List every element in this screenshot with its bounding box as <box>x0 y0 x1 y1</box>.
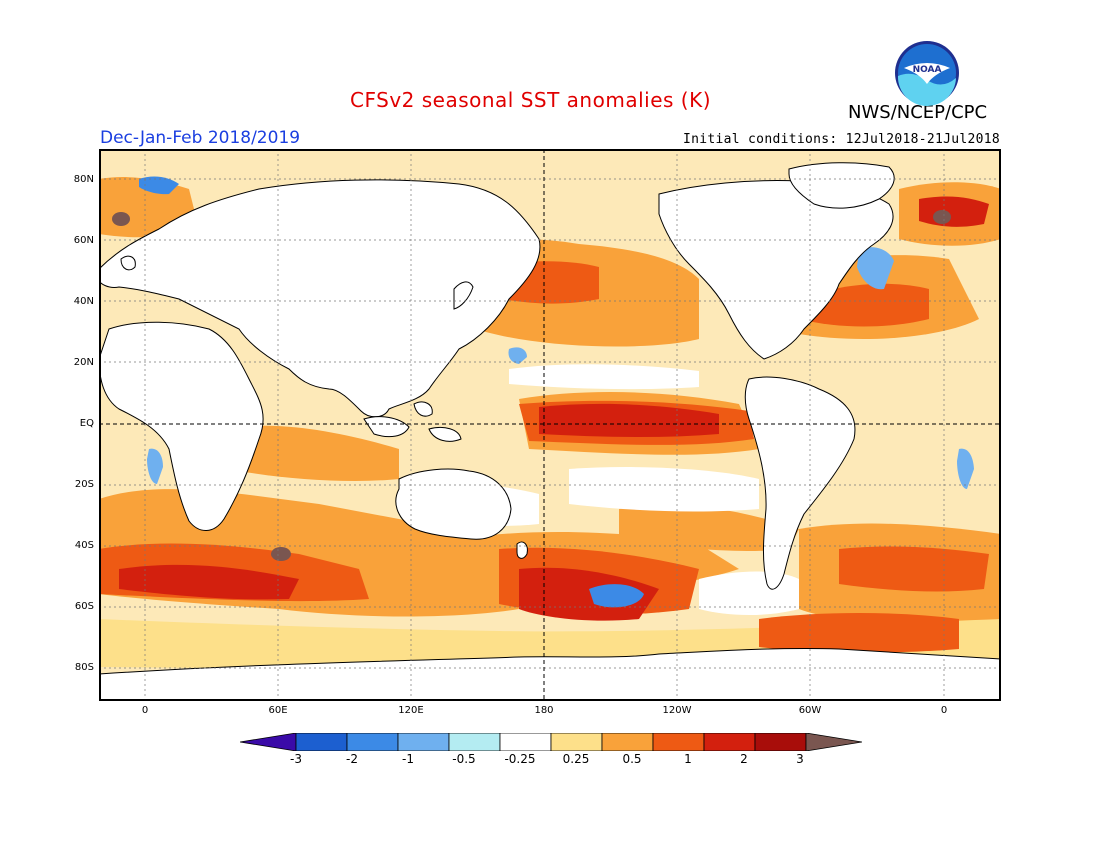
colorbar-swatch <box>601 733 654 751</box>
continent-antarctica <box>99 647 1001 701</box>
lon-label-0-east: 0 <box>940 705 948 716</box>
japan-islands <box>453 281 474 310</box>
initial-conditions-label: Initial conditions: 12Jul2018-21Jul2018 <box>683 132 1000 147</box>
continent-greenland <box>788 162 895 209</box>
noaa-logo-text: NOAA <box>913 65 942 75</box>
colorbar <box>240 733 862 751</box>
lat-label-20s: 20S <box>74 479 94 490</box>
continent-australia <box>395 468 512 540</box>
map-frame <box>99 149 1001 701</box>
colorbar-label-p05: 0.5 <box>622 752 642 766</box>
colorbar-max-arrow <box>805 733 862 751</box>
continent-africa <box>99 321 264 531</box>
map-title: CFSv2 seasonal SST anomalies (K) <box>350 88 711 112</box>
colorbar-min-arrow <box>240 733 297 751</box>
colorbar-label-m025: -0.25 <box>504 752 536 766</box>
lat-label-80n: 80N <box>73 174 94 185</box>
colorbar-swatch <box>295 733 348 751</box>
lat-label-60n: 60N <box>73 235 94 246</box>
colorbar-swatch <box>448 733 501 751</box>
lon-label-180: 180 <box>534 705 554 716</box>
colorbar-swatch <box>397 733 450 751</box>
agency-label: NWS/NCEP/CPC <box>848 102 988 123</box>
colorbar-label-p3: 3 <box>796 752 804 766</box>
colorbar-swatch <box>754 733 807 751</box>
continent-south-america <box>744 376 856 590</box>
colorbar-label-m3: -3 <box>290 752 302 766</box>
colorbar-swatch <box>652 733 705 751</box>
colorbar-label-p1: 1 <box>684 752 692 766</box>
lat-label-40n: 40N <box>73 296 94 307</box>
lon-label-120w: 120W <box>662 705 692 716</box>
land-masses <box>99 162 1001 701</box>
sst-anomaly-map <box>99 149 1001 701</box>
colorbar-swatch <box>499 733 552 751</box>
lon-label-60e: 60E <box>268 705 288 716</box>
colorbar-label-p025: 0.25 <box>562 752 590 766</box>
continent-eurasia <box>99 179 541 418</box>
lat-label-20n: 20N <box>73 357 94 368</box>
noaa-logo-icon: NOAA <box>895 41 959 106</box>
new-zealand-islands <box>516 541 528 559</box>
colorbar-swatch <box>703 733 756 751</box>
lat-label-eq: EQ <box>79 418 94 429</box>
lon-label-0: 0 <box>141 705 149 716</box>
lon-label-120e: 120E <box>398 705 424 716</box>
lat-label-60s: 60S <box>74 601 94 612</box>
maritime-continent-islands <box>363 401 462 442</box>
colorbar-label-m05: -0.5 <box>452 752 476 766</box>
graticule <box>99 149 1001 701</box>
colorbar-label-m1: -1 <box>402 752 414 766</box>
lat-label-40s: 40S <box>74 540 94 551</box>
season-label: Dec-Jan-Feb 2018/2019 <box>100 128 301 148</box>
colorbar-swatch <box>346 733 399 751</box>
lon-label-60w: 60W <box>798 705 822 716</box>
negative-anomalies <box>139 176 974 608</box>
colorbar-label-m2: -2 <box>346 752 358 766</box>
colorbar-swatch <box>550 733 603 751</box>
lat-label-80s: 80S <box>74 662 94 673</box>
colorbar-label-p2: 2 <box>740 752 748 766</box>
british-isles <box>120 255 136 271</box>
